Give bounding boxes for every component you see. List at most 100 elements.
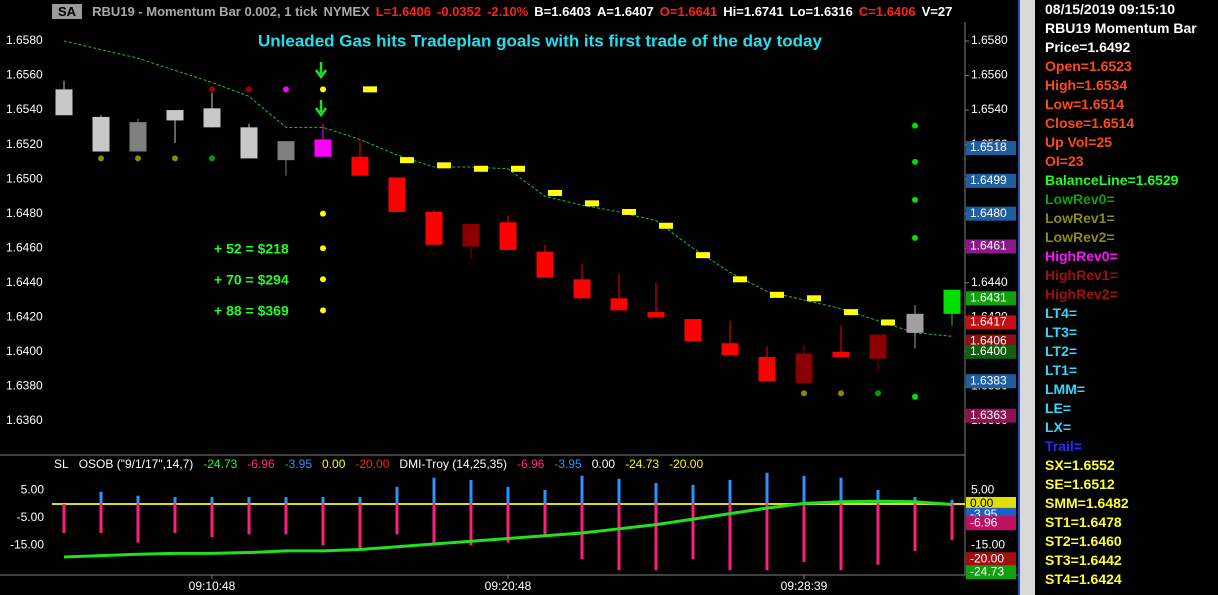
indicator-bar [99, 491, 103, 504]
stop-mark [622, 208, 636, 215]
indicator-bar [691, 484, 695, 504]
stop-mark [585, 200, 599, 207]
indicator-bar [247, 497, 251, 504]
data-field: Trail= [1045, 438, 1082, 454]
y-tick-label: 1.6460 [6, 240, 43, 254]
indicator-header: -6.96 [517, 457, 545, 471]
candle-body [240, 127, 258, 159]
signal-arrows [314, 62, 328, 118]
indicator-bar [358, 503, 362, 551]
data-field: Open=1.6523 [1045, 58, 1132, 74]
price-tag-label: 1.6383 [970, 373, 1007, 387]
data-field: LT1= [1045, 362, 1078, 378]
value-tag [966, 516, 1016, 531]
study-dot [912, 196, 918, 203]
indicator-bar [802, 503, 806, 562]
indicator-bar [173, 497, 177, 504]
indicator-bar [321, 497, 325, 504]
indicator-header: -24.73 [625, 457, 659, 471]
indicator-bar [580, 475, 584, 504]
data-field: RBU19 Momentum Bar [1045, 20, 1197, 36]
price-tag [966, 141, 1016, 156]
y-tick-label: 1.6380 [6, 379, 43, 393]
study-dot [172, 155, 178, 162]
indicator-header: OSOB ("9/1/17",14,7) [79, 457, 194, 471]
indicator-bar [765, 503, 769, 571]
x-tick-label: 09:10:48 [189, 579, 236, 593]
study-dot [135, 155, 141, 162]
header-field: NYMEX [323, 3, 370, 19]
y-tick-label: 1.6580 [6, 33, 43, 47]
stop-mark [844, 309, 858, 316]
price-tag-label: 1.6400 [970, 344, 1007, 358]
y-tick-label: 5.00 [971, 482, 995, 496]
data-window: 08/15/2019 09:15:10 RBU19 Momentum Bar Pri… [1035, 0, 1218, 595]
value-tag-label: -20.00 [970, 551, 1004, 565]
y-tick-label: 1.6480 [6, 206, 43, 220]
data-field: Price=1.6492 [1045, 39, 1131, 55]
study-dot [98, 155, 104, 162]
indicator-bar [839, 477, 843, 504]
price-tag [966, 344, 1016, 359]
y-tick-label: -5.00 [17, 510, 45, 524]
indicator-bar [506, 486, 510, 504]
data-field: Close=1.6514 [1045, 115, 1135, 131]
data-field: Low=1.6514 [1045, 96, 1124, 112]
price-tag [966, 315, 1016, 330]
indicator-header: -20.00 [669, 457, 703, 471]
indicator-bar [691, 503, 695, 560]
symbol-box: SA [52, 3, 83, 19]
candle-body [499, 222, 517, 250]
y-tick-label: 1.6420 [6, 309, 43, 323]
study-dot [320, 276, 326, 283]
y-tick-label: 1.6440 [971, 275, 1008, 289]
data-field: LX= [1045, 419, 1072, 435]
stop-mark [437, 162, 451, 169]
candle-body [610, 298, 628, 311]
study-dot [246, 86, 252, 93]
data-field: LowRev2= [1045, 229, 1115, 245]
indicator-bar [728, 503, 732, 571]
candle-body [536, 251, 554, 278]
stop-mark [881, 319, 895, 326]
data-field: SMM=1.6482 [1045, 495, 1129, 511]
study-dot [912, 234, 918, 241]
indicator-header: -24.73 [203, 457, 237, 471]
candle-body [647, 312, 665, 318]
price-tag [966, 173, 1016, 188]
indicator-header: 0.00 [322, 457, 346, 471]
scrollbar[interactable] [1018, 0, 1035, 595]
candle-body [462, 224, 480, 247]
indicator-bar [136, 503, 140, 543]
header-field: C=1.6406 [858, 3, 916, 19]
indicator-header: -3.95 [554, 457, 582, 471]
header-field: -2.10% [487, 3, 529, 19]
candle-body [758, 357, 776, 382]
price-tag [966, 291, 1016, 306]
indicator-line [63, 499, 953, 559]
data-field: LowRev0= [1045, 191, 1115, 207]
data-field: LT3= [1045, 324, 1078, 340]
indicator-header: 0.00 [592, 457, 616, 471]
study-dot [320, 86, 326, 93]
indicator-header: -6.96 [247, 457, 275, 471]
stop-mark [474, 165, 488, 172]
balance-line [63, 40, 953, 337]
price-tag-label: 1.6417 [970, 315, 1007, 329]
candle-body [425, 211, 443, 245]
data-field: HighRev2= [1045, 286, 1118, 302]
price-tag [966, 374, 1016, 389]
study-dot [912, 122, 918, 129]
header-field: Hi=1.6741 [723, 3, 784, 19]
price-tag-label: 1.6518 [970, 140, 1007, 154]
indicator-bar [284, 503, 288, 535]
data-field: LT2= [1045, 343, 1078, 359]
indicator-bar [99, 503, 103, 533]
candle-body [351, 156, 369, 176]
indicator-bar [654, 503, 658, 571]
indicator-bar [876, 489, 880, 504]
indicator-header: -3.95 [285, 457, 313, 471]
stop-mark [807, 295, 821, 302]
price-tag-label: 1.6363 [970, 408, 1007, 422]
